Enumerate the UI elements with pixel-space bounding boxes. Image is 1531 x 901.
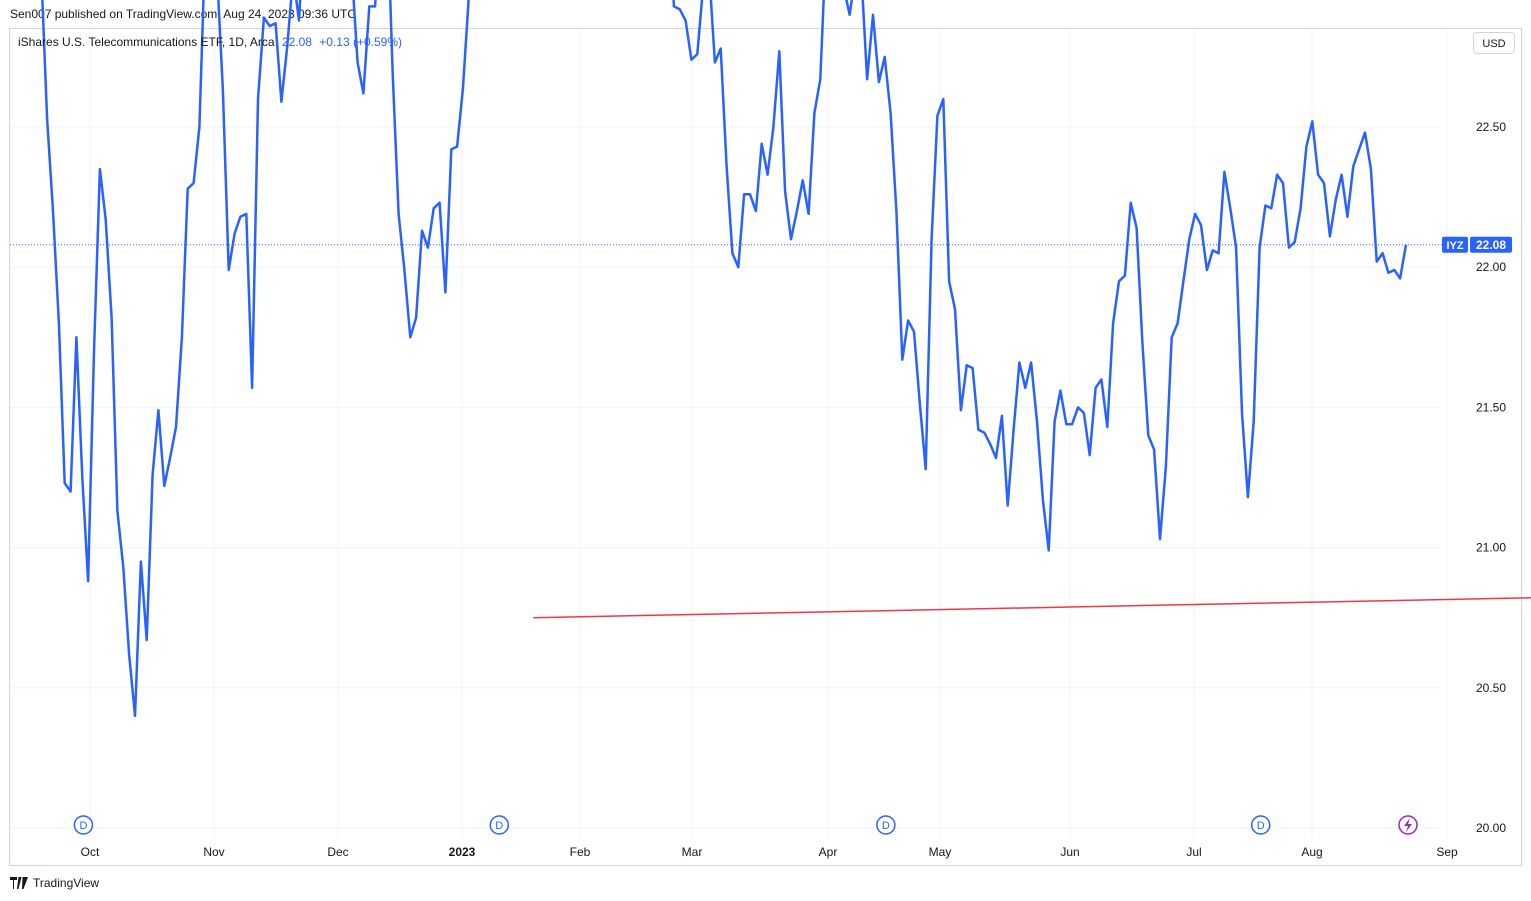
- price-badge-label: 22.08: [1476, 238, 1506, 252]
- x-tick-label: Dec: [327, 845, 348, 859]
- dividend-marker[interactable]: D: [73, 815, 94, 835]
- last-price: 22.08: [281, 35, 312, 49]
- grid: [10, 29, 1448, 838]
- x-tick-label: Jun: [1060, 845, 1079, 859]
- currency-button[interactable]: USD: [1473, 32, 1515, 54]
- y-tick-label: 21.50: [1476, 400, 1506, 414]
- tradingview-logo-icon: [10, 877, 28, 889]
- x-tick-label: May: [929, 845, 952, 859]
- y-tick-label: 21.00: [1476, 541, 1506, 555]
- footer: TradingView: [10, 876, 99, 890]
- y-tick-label: 20.50: [1476, 681, 1506, 695]
- svg-text:D: D: [1257, 820, 1265, 832]
- price-change: +0.13 (+0.59%): [319, 35, 402, 49]
- lightning-icon[interactable]: [1398, 815, 1418, 835]
- x-tick-label: Feb: [570, 845, 591, 859]
- x-tick-label: Jul: [1186, 845, 1201, 859]
- x-tick-label: Mar: [682, 845, 703, 859]
- chart-legend: iShares U.S. Telecommunications ETF, 1D,…: [18, 35, 402, 49]
- svg-text:D: D: [882, 820, 890, 832]
- svg-text:D: D: [79, 820, 87, 832]
- dividend-marker[interactable]: D: [876, 815, 896, 835]
- price-axis: 20.0020.5021.0021.5022.0022.5023.0023.50…: [1476, 120, 1506, 835]
- dividend-marker[interactable]: D: [1250, 815, 1271, 835]
- symbol-badge-bg: [1442, 236, 1468, 253]
- x-tick-label: 2023: [449, 845, 476, 859]
- price-line: [41, 0, 1408, 718]
- symbol-badge-label: IYZ: [1446, 240, 1463, 252]
- y-tick-label: 22.50: [1476, 120, 1506, 134]
- y-tick-label: 22.00: [1476, 260, 1506, 274]
- dividend-marker[interactable]: D: [489, 815, 510, 835]
- published-line: Sen007 published on TradingView.com, Aug…: [10, 7, 357, 21]
- symbol-info: iShares U.S. Telecommunications ETF, 1D,…: [18, 35, 275, 49]
- x-tick-label: Oct: [81, 845, 100, 859]
- y-tick-label: 20.00: [1476, 821, 1506, 835]
- x-tick-label: Sep: [1436, 845, 1458, 859]
- chart-frame: [9, 28, 1522, 866]
- svg-text:D: D: [495, 820, 503, 832]
- trend-arrow: [533, 597, 1531, 619]
- x-tick-label: Nov: [203, 845, 224, 859]
- annotations: [533, 597, 1531, 619]
- x-tick-label: Aug: [1301, 845, 1322, 859]
- time-axis: Oct Nov Dec 2023 Feb Mar Apr May Jun Jul Aug Sep: [81, 845, 1458, 859]
- price-badge: IYZ 22.08: [1442, 236, 1512, 253]
- footer-brand: TradingView: [33, 876, 100, 890]
- price-badge-bg: [1470, 236, 1512, 253]
- x-tick-label: Apr: [819, 845, 838, 859]
